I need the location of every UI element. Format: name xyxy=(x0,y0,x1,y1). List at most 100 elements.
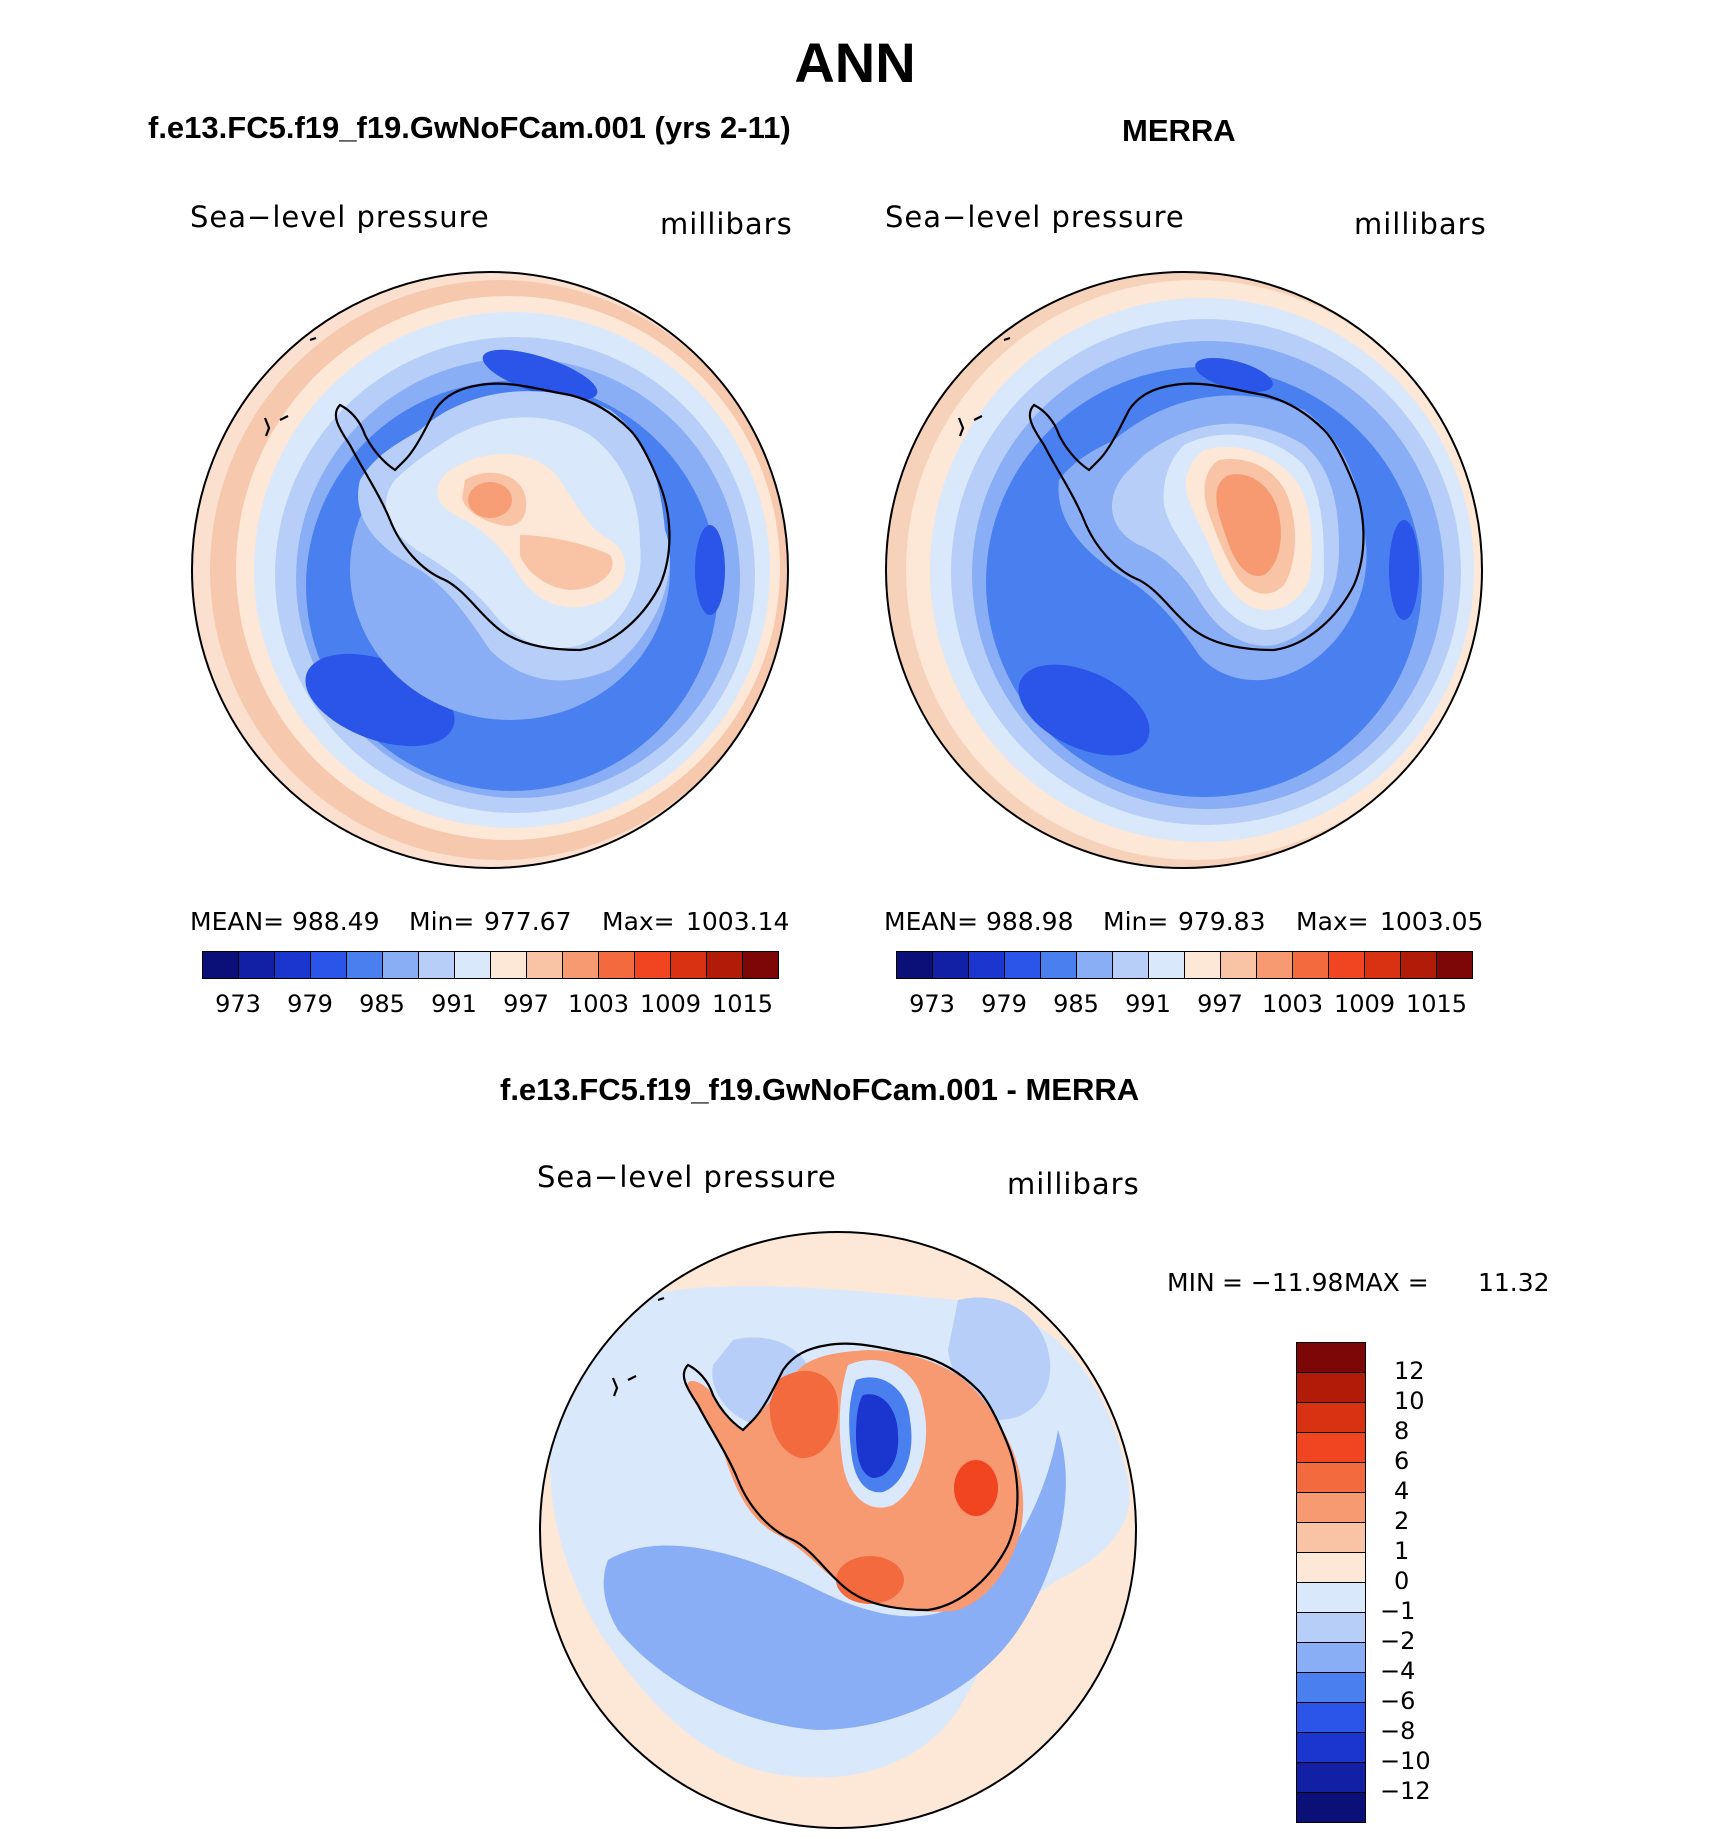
colorbar-cell xyxy=(1296,1732,1366,1763)
colorbar-cell xyxy=(1296,1552,1366,1583)
panel-3-title: f.e13.FC5.f19_f19.GwNoFCam.001 - MERRA xyxy=(500,1072,1140,1107)
colorbar-tick-label: −2 xyxy=(1380,1627,1416,1655)
colorbar-cell xyxy=(382,951,419,979)
panel-1-variable: Sea−level pressure xyxy=(190,200,490,234)
panel-1-min-label: Min= xyxy=(409,907,475,936)
panel-3-map xyxy=(539,1231,1137,1829)
panel-2-title: MERRA xyxy=(1122,113,1236,148)
colorbar-cell xyxy=(1296,1672,1366,1703)
colorbar-cell xyxy=(1296,1342,1366,1373)
colorbar-cell xyxy=(1184,951,1221,979)
panel-2-min-value: 979.83 xyxy=(1178,907,1266,936)
colorbar-cell xyxy=(1296,1642,1366,1673)
panel-2-map xyxy=(885,271,1483,869)
panel-3-min-label: MIN xyxy=(1167,1268,1215,1297)
colorbar-cell xyxy=(454,951,491,979)
panel-1-max-value: 1003.14 xyxy=(686,907,790,936)
panel-1-units: millibars xyxy=(660,207,793,241)
panel-1-min-value: 977.67 xyxy=(484,907,572,936)
colorbar-tick-label: 1003 xyxy=(1262,990,1324,1018)
panel-1-max-label: Max= xyxy=(602,907,675,936)
colorbar-cell xyxy=(670,951,707,979)
colorbar-tick-label: 985 xyxy=(359,990,405,1018)
panel-3-max-label: MAX = xyxy=(1344,1268,1429,1297)
panel-3-units: millibars xyxy=(1007,1167,1140,1201)
colorbar-cell xyxy=(896,951,933,979)
colorbar-tick-label: 997 xyxy=(503,990,549,1018)
panel-2-max-label: Max= xyxy=(1296,907,1369,936)
colorbar-cell xyxy=(1112,951,1149,979)
colorbar-tick-label: −10 xyxy=(1380,1747,1431,1775)
colorbar-tick-label: 1 xyxy=(1394,1537,1410,1565)
panel-2-min-label: Min= xyxy=(1103,907,1169,936)
colorbar-cell xyxy=(1256,951,1293,979)
panel-3-colorbar-ticks: 12 10 8 6 4 2 1 0 −1 −2 −4 −6 −8 −10 −12 xyxy=(1380,1342,1480,1822)
colorbar-cell xyxy=(1296,1612,1366,1643)
panel-1-colorbar-ticks: 973 979 985 991 997 1003 1009 1015 xyxy=(202,990,778,1020)
figure-title: ANN xyxy=(794,31,916,94)
colorbar-cell xyxy=(598,951,635,979)
colorbar-tick-label: 2 xyxy=(1394,1507,1410,1535)
colorbar-tick-label: 1015 xyxy=(1406,990,1468,1018)
panel-3-min-value: = −11.98 xyxy=(1222,1268,1344,1297)
panel-3-colorbar xyxy=(1296,1342,1366,1823)
colorbar-cell xyxy=(274,951,311,979)
colorbar-tick-label: −8 xyxy=(1380,1717,1416,1745)
colorbar-cell xyxy=(1296,1702,1366,1733)
colorbar-cell xyxy=(1364,951,1401,979)
colorbar-tick-label: 997 xyxy=(1197,990,1243,1018)
colorbar-tick-label: −1 xyxy=(1380,1597,1416,1625)
panel-1-mean-value: 988.49 xyxy=(292,907,380,936)
panel-1-map xyxy=(191,271,789,869)
colorbar-cell xyxy=(1296,1762,1366,1793)
colorbar-tick-label: 1009 xyxy=(640,990,702,1018)
colorbar-tick-label: 10 xyxy=(1394,1387,1425,1415)
colorbar-cell xyxy=(1004,951,1041,979)
colorbar-cell xyxy=(706,951,743,979)
colorbar-cell xyxy=(1296,1522,1366,1553)
colorbar-cell xyxy=(1296,1372,1366,1403)
colorbar-tick-label: −6 xyxy=(1380,1687,1416,1715)
colorbar-tick-label: 6 xyxy=(1394,1447,1410,1475)
colorbar-cell xyxy=(634,951,671,979)
colorbar-cell xyxy=(1400,951,1437,979)
panel-2-colorbar xyxy=(896,951,1473,979)
colorbar-cell xyxy=(1296,1462,1366,1493)
colorbar-tick-label: 8 xyxy=(1394,1417,1410,1445)
colorbar-cell xyxy=(1296,1582,1366,1613)
panel-1-mean-label: MEAN= xyxy=(190,907,285,936)
colorbar-cell xyxy=(526,951,563,979)
colorbar-tick-label: −12 xyxy=(1380,1777,1431,1805)
panel-2-mean-label: MEAN= xyxy=(884,907,979,936)
colorbar-cell xyxy=(968,951,1005,979)
colorbar-cell xyxy=(1220,951,1257,979)
panel-2-variable: Sea−level pressure xyxy=(885,200,1185,234)
colorbar-tick-label: 1009 xyxy=(1334,990,1396,1018)
colorbar-cell xyxy=(1040,951,1077,979)
colorbar-cell xyxy=(1076,951,1113,979)
colorbar-tick-label: 1003 xyxy=(568,990,630,1018)
colorbar-tick-label: 973 xyxy=(215,990,261,1018)
colorbar-cell xyxy=(418,951,455,979)
colorbar-tick-label: −4 xyxy=(1380,1657,1416,1685)
panel-1-title: f.e13.FC5.f19_f19.GwNoFCam.001 (yrs 2-11… xyxy=(148,110,791,145)
colorbar-cell xyxy=(346,951,383,979)
panel-2-units: millibars xyxy=(1354,207,1487,241)
colorbar-cell xyxy=(202,951,239,979)
colorbar-tick-label: 973 xyxy=(909,990,955,1018)
colorbar-tick-label: 991 xyxy=(431,990,477,1018)
colorbar-tick-label: 0 xyxy=(1394,1567,1410,1595)
colorbar-cell xyxy=(1148,951,1185,979)
colorbar-cell xyxy=(310,951,347,979)
colorbar-tick-label: 12 xyxy=(1394,1357,1425,1385)
panel-3-max-value: 11.32 xyxy=(1478,1268,1550,1297)
colorbar-cell xyxy=(742,951,779,979)
colorbar-tick-label: 985 xyxy=(1053,990,1099,1018)
colorbar-cell xyxy=(1296,1402,1366,1433)
colorbar-cell xyxy=(1436,951,1473,979)
panel-2-max-value: 1003.05 xyxy=(1380,907,1484,936)
colorbar-tick-label: 979 xyxy=(287,990,333,1018)
colorbar-cell xyxy=(932,951,969,979)
colorbar-cell xyxy=(238,951,275,979)
colorbar-cell xyxy=(562,951,599,979)
